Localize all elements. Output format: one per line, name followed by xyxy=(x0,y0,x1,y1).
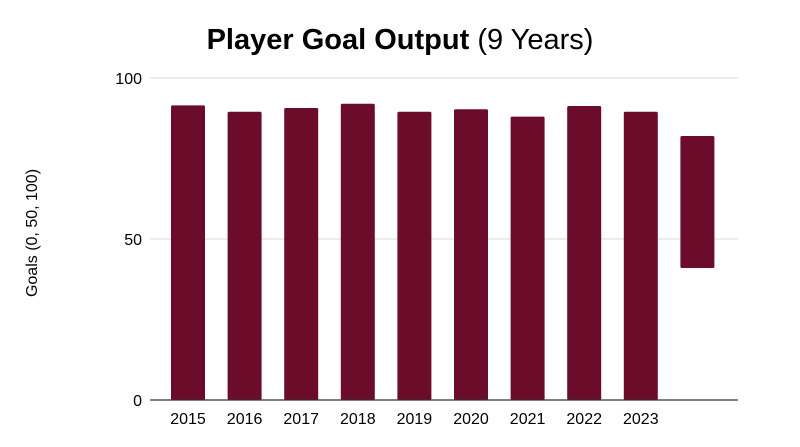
bar-2022 xyxy=(567,106,602,400)
tick-labels: 0 50 100 2015 2016 2017 2018 2019 2020 2021 2022 20… xyxy=(115,71,658,428)
bar-item-9 xyxy=(680,135,715,268)
bar-2020 xyxy=(454,109,488,400)
chart-title-suffix: (9 Years) xyxy=(477,24,594,56)
x-tick-label: 2023 xyxy=(623,411,659,428)
x-tick-label: 2020 xyxy=(453,411,489,428)
bar-2021 xyxy=(510,116,545,400)
bar-2015 xyxy=(171,105,205,401)
bar-2017 xyxy=(284,107,319,401)
bar-2019 xyxy=(397,111,432,400)
bar-2016 xyxy=(227,111,262,400)
y-tick-label: 0 xyxy=(133,393,142,410)
x-tick-label: 2016 xyxy=(227,411,263,428)
x-tick-label: 2017 xyxy=(283,411,319,428)
bar-2018 xyxy=(340,103,375,400)
bar-2023 xyxy=(623,111,658,400)
y-tick-label: 50 xyxy=(124,232,142,249)
chart-title: Player Goal Output (9 Years) xyxy=(0,22,800,58)
bars xyxy=(171,103,715,401)
chart-title-main: Player Goal Output xyxy=(206,24,470,56)
x-tick-label: 2018 xyxy=(340,411,376,428)
x-tick-label: 2015 xyxy=(170,411,206,428)
x-tick-label: 2021 xyxy=(510,411,546,428)
x-tick-label: 2019 xyxy=(397,411,433,428)
y-tick-label: 100 xyxy=(115,71,142,88)
x-tick-label: 2022 xyxy=(566,411,602,428)
